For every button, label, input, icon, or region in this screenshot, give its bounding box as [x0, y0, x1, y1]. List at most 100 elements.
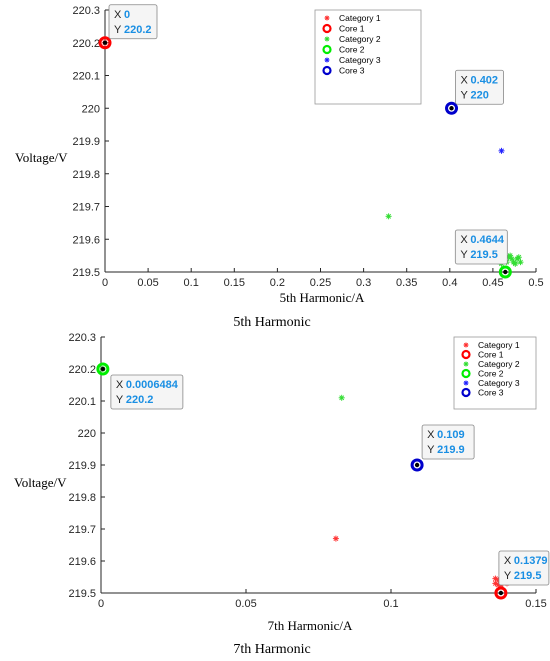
- y-tick-label: 220.3: [72, 5, 100, 17]
- data-point: [498, 147, 505, 154]
- legend-entry: Category 3: [339, 55, 381, 65]
- datatip-y-key: Y: [460, 249, 468, 261]
- y-tick-label: 219.9: [72, 136, 100, 148]
- legend-marker: [461, 387, 471, 398]
- datatip-anchor: [503, 269, 508, 275]
- y-ticks: 219.5 219.6 219.7 219.8 219.9 220 220.1 220.2 22…: [72, 5, 109, 279]
- datatip-x-key: X: [461, 74, 469, 86]
- y-tick-label: 220.2: [68, 364, 96, 376]
- x-axis-label: 7th Harmonic/A: [268, 618, 353, 633]
- figure-caption: 5th Harmonic: [233, 315, 310, 330]
- chart-7th-harmonic: 0 0.05 0.1 0.15 219.5 219.6 219.7 219.8 219.9 22…: [14, 332, 550, 657]
- datatip-y-value: 220.2: [124, 24, 152, 36]
- data-point: [512, 260, 519, 267]
- x-tick-label: 0.25: [310, 277, 331, 289]
- data-point: [515, 254, 522, 261]
- datatip-anchor: [449, 106, 454, 111]
- data-point: [517, 259, 524, 266]
- legend-entry: Category 2: [339, 34, 381, 44]
- legend-marker: [324, 57, 330, 63]
- y-tick-label: 220: [78, 428, 96, 440]
- cluster-core: [98, 36, 112, 50]
- x-tick-label: 0.05: [137, 277, 158, 289]
- y-tick-label: 219.6: [72, 234, 100, 246]
- legend-marker: [461, 368, 471, 379]
- x-tick-label: 0.2: [270, 277, 285, 289]
- legend-entry: Core 3: [339, 66, 365, 76]
- datatip-anchor: [100, 366, 106, 372]
- x-tick-label: 0.15: [525, 598, 546, 610]
- figure-caption: 7th Harmonic: [233, 642, 310, 657]
- cluster-core: [494, 586, 508, 600]
- datatip-x-key: X: [504, 555, 512, 567]
- legend-entry: Category 1: [478, 340, 520, 350]
- x-tick-label: 0: [98, 598, 104, 610]
- datatip-x-key: X: [460, 234, 468, 246]
- data-point: [385, 213, 392, 220]
- datatip-y-value: 219.5: [470, 249, 498, 261]
- legend-marker: [461, 349, 471, 360]
- datatip-y-key: Y: [427, 444, 435, 456]
- cluster-core: [410, 458, 424, 472]
- datatip[interactable]: X 0Y 220.2: [102, 4, 158, 45]
- y-tick-label: 219.7: [68, 524, 96, 536]
- datatip-anchor: [498, 590, 504, 596]
- y-ticks: 219.5 219.6 219.7 219.8 219.9 220 220.1 220.2 22…: [68, 332, 105, 600]
- y-tick-label: 219.8: [72, 169, 100, 181]
- legend-marker: [324, 36, 330, 42]
- legend-entry: Core 1: [339, 24, 365, 34]
- y-tick-label: 220.1: [72, 71, 100, 83]
- datatip-anchor: [414, 462, 420, 468]
- datatip-x-value: 0.0006484: [126, 379, 179, 391]
- x-ticks: 0 0.05 0.1 0.15 0.2 0.25 0.3 0.35 0.4 0.45 0.5: [102, 268, 544, 289]
- datatip-x-value: 0.1379: [514, 555, 548, 567]
- datatip-y-value: 220: [471, 89, 489, 101]
- y-tick-label: 219.9: [68, 460, 96, 472]
- x-ticks: 0 0.05 0.1 0.15: [98, 589, 547, 610]
- x-tick-label: 0.45: [482, 277, 503, 289]
- legend-marker: [322, 44, 332, 55]
- legend-marker: [463, 342, 469, 348]
- data-point: [492, 575, 499, 582]
- x-axis-label: 5th Harmonic/A: [280, 290, 365, 305]
- cluster-core: [445, 101, 459, 115]
- y-tick-label: 219.6: [68, 556, 96, 568]
- datatip-y-key: Y: [114, 24, 122, 36]
- x-tick-label: 0.1: [184, 277, 199, 289]
- cluster-core: [498, 265, 512, 279]
- datatip-x-key: X: [116, 379, 124, 391]
- datatip-x-value: 0.4644: [470, 234, 505, 246]
- datatip-x-value: 0.109: [437, 429, 465, 441]
- y-tick-label: 220: [82, 103, 100, 115]
- datatip-x-key: X: [114, 9, 122, 21]
- legend-entry: Core 2: [478, 369, 504, 379]
- cluster-core: [96, 362, 110, 376]
- y-tick-label: 219.5: [68, 588, 96, 600]
- datatip-y-key: Y: [461, 89, 469, 101]
- y-axis-label: Voltage/V: [15, 150, 68, 165]
- y-tick-label: 219.5: [72, 267, 100, 279]
- legend-marker: [322, 65, 332, 76]
- legend-marker: [324, 15, 330, 21]
- datatip-y-value: 220.2: [126, 394, 154, 406]
- x-tick-label: 0.4: [442, 277, 457, 289]
- datatip-y-key: Y: [116, 394, 124, 406]
- datatip-y-value: 219.9: [437, 444, 465, 456]
- datatip-y-value: 219.5: [514, 570, 542, 582]
- datatip-y-key: Y: [504, 570, 512, 582]
- x-tick-label: 0: [102, 277, 108, 289]
- datatip-x-key: X: [427, 429, 435, 441]
- datatip-x-value: 0: [124, 9, 130, 21]
- legend-marker: [463, 361, 469, 367]
- y-tick-label: 219.7: [72, 202, 100, 214]
- chart-5th-harmonic: 0 0.05 0.1 0.15 0.2 0.25 0.3 0.35 0.4 0.45 0.5 219…: [15, 4, 544, 330]
- legend-entry: Core 1: [478, 350, 504, 360]
